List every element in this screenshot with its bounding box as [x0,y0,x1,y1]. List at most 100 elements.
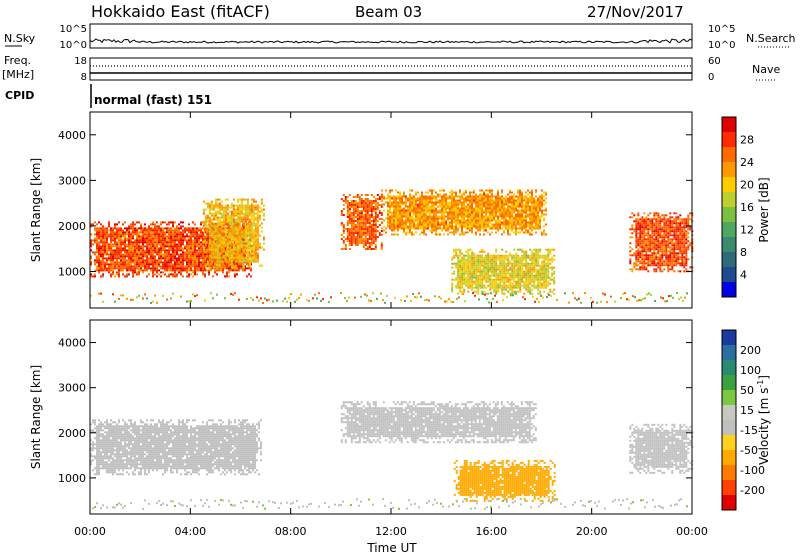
heatmap-cell [228,216,231,219]
heatmap-cell [346,228,349,230]
heatmap-cell [226,263,228,266]
heatmap-cell [208,202,211,205]
heatmap-cell [226,198,229,201]
heatmap-cell [503,284,506,287]
heatmap-cell [497,203,499,206]
heatmap-cell [487,211,489,214]
heatmap-cell [445,219,447,222]
heatmap-cell [158,257,160,260]
heatmap-cell [214,230,217,233]
heatmap-cell [463,264,466,267]
heatmap-cell [254,204,257,207]
heatmap-cell [499,280,502,283]
heatmap-cell [469,256,472,259]
heatmap-cell [242,250,245,253]
heatmap-cell [212,254,215,257]
nsky-label: N.Sky [4,32,36,45]
heatmap-cell [214,226,217,229]
heatmap-cell [437,217,439,220]
heatmap-cell [505,217,507,220]
heatmap-cell [497,207,499,210]
heatmap-cell [104,247,106,250]
heatmap-cell [222,250,225,253]
heatmap-cell [401,225,403,228]
heatmap-cell [465,219,467,222]
heatmap-cell [459,282,462,285]
heatmap-cell [483,193,485,196]
heatmap-cell [479,199,481,202]
heatmap-cell [533,203,535,206]
heatmap-cell [362,210,365,212]
heatmap-cell [206,216,209,219]
heatmap-cell [212,266,215,269]
heatmap-cell [138,233,140,236]
heatmap-cell [210,234,213,237]
heatmap-cell [497,256,500,259]
heatmap-cell [156,259,158,262]
heatmap-cell [445,211,447,214]
heatmap-cell [433,213,435,216]
heatmap-cell [483,266,486,269]
heatmap-cell [441,203,443,206]
heatmap-cell [455,252,458,255]
heatmap-cell [529,191,531,194]
heatmap-cell [493,282,496,285]
heatmap-cell [136,243,138,246]
heatmap-cell [475,264,478,267]
heatmap-cell [445,223,447,226]
heatmap-cell [194,247,196,250]
heatmap-cell [431,203,433,206]
heatmap-cell [180,265,182,268]
heatmap-cell [178,245,180,248]
heatmap-cell [202,208,205,211]
heatmap-cell [194,229,196,232]
heatmap-cell [124,275,126,278]
heatmap-cell [148,251,150,254]
heatmap-cell [252,256,255,259]
heatmap-cell [393,207,395,210]
heatmap-cell [226,220,229,223]
heatmap-cell [240,236,243,239]
heatmap-cell [96,267,98,270]
heatmap-cell [122,267,124,270]
heatmap-cell [455,231,457,234]
heatmap-cell [485,215,487,218]
heatmap-cell [240,220,243,223]
heatmap-cell [473,199,475,202]
heatmap-cell [433,229,435,232]
heatmap-cell [372,232,375,234]
heatmap-cell [216,250,219,253]
heatmap-cell [399,191,401,194]
heatmap-cell [481,248,484,251]
heatmap-cell [226,208,229,211]
heatmap-cell [242,263,244,266]
heatmap-cell [156,233,158,236]
heatmap-cell [479,284,482,287]
heatmap-cell [134,259,136,262]
heatmap-cell [475,290,478,293]
heatmap-cell [148,233,150,236]
heatmap-cell [352,232,355,234]
heatmap-cell [248,220,251,223]
heatmap-cell [433,201,435,204]
heatmap-cell [461,225,463,228]
heatmap-cell [214,248,217,251]
heatmap-cell [473,276,476,279]
heatmap-cell [182,235,184,238]
heatmap-cell [216,210,219,213]
heatmap-cell [358,198,361,200]
heatmap-cell [499,197,501,200]
heatmap-cell [248,248,251,251]
heatmap-cell [236,228,239,231]
heatmap-cell [340,198,343,200]
heatmap-cell [228,210,231,213]
heatmap-cell [391,215,393,218]
heatmap-cell [376,202,379,204]
heatmap-cell [513,195,515,198]
heatmap-cell [222,234,225,237]
heatmap-cell [170,249,172,252]
heatmap-cell [142,269,144,272]
heatmap-cell [192,253,194,256]
heatmap-cell [491,262,494,265]
nsky-panel [89,23,693,49]
